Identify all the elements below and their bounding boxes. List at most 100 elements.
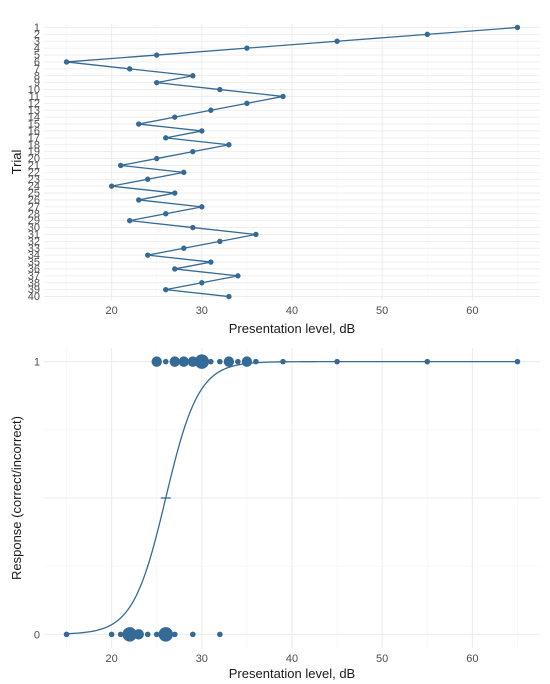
y-tick-label: 26 (28, 194, 40, 206)
response-point (169, 356, 180, 367)
trial-point (181, 169, 187, 176)
x-tick-label: 60 (466, 305, 478, 317)
response-by-level-panel: 01 20 30 40 50 60 Presentation level, dB Res… (9, 348, 540, 681)
x-tick-label: 50 (376, 305, 388, 317)
trial-point (514, 24, 521, 31)
response-point (108, 631, 115, 638)
trial-point (172, 114, 178, 120)
y-axis-title: Response (correct/incorrect) (9, 416, 24, 580)
x-tick-label: 20 (106, 305, 118, 317)
y-tick-label: 5 (34, 50, 40, 62)
response-point (190, 631, 196, 638)
trial-point (63, 59, 70, 65)
x-tick-label: 30 (196, 653, 208, 665)
y-tick-label: 19 (28, 146, 40, 158)
x-tick-label: 40 (286, 653, 298, 665)
trial-by-level-panel: 1234567891011121314151617181920212223242… (9, 22, 540, 336)
response-point (208, 358, 214, 365)
trial-point (190, 73, 196, 79)
y-tick-label: 20 (28, 153, 40, 165)
trial-point (172, 266, 178, 272)
y-tick-label: 15 (28, 119, 40, 131)
trial-point (172, 190, 178, 196)
y-tick-label: 28 (28, 208, 40, 220)
trial-point (217, 238, 223, 245)
y-tick-label: 36 (28, 263, 40, 275)
trial-point (163, 211, 169, 217)
response-point (217, 631, 223, 638)
trial-point (190, 224, 196, 231)
x-tick-labels: 20 30 40 50 60 (106, 653, 479, 665)
y-tick-label: 38 (28, 277, 40, 289)
staircase-line (65, 26, 518, 298)
y-tick-label: 16 (28, 125, 40, 137)
x-tick-label: 60 (466, 653, 478, 665)
trial-point (253, 231, 259, 238)
y-tick-label: 31 (28, 229, 40, 241)
x-tick-label: 20 (106, 653, 118, 665)
trial-point (190, 148, 196, 155)
y-tick-label: 21 (28, 160, 40, 172)
response-point (151, 356, 162, 367)
trial-point (126, 66, 133, 72)
response-point (334, 358, 340, 365)
response-point (253, 358, 259, 365)
trial-point (199, 128, 205, 134)
trial-point (208, 259, 214, 265)
trial-point (334, 38, 340, 44)
x-tick-label: 50 (376, 653, 388, 665)
y-tick-label: 7 (34, 63, 40, 75)
response-point (514, 358, 521, 365)
trial-point (163, 286, 169, 293)
y-tick-label: 6 (34, 56, 40, 68)
response-point (133, 629, 144, 640)
trial-point (154, 155, 160, 162)
y-tick-label: 1 (34, 22, 40, 34)
grid (44, 24, 540, 300)
y-tick-label: 25 (28, 188, 40, 200)
y-tick-label: 18 (28, 139, 40, 151)
response-point (223, 356, 235, 367)
y-tick-label: 2 (34, 29, 40, 41)
y-tick-labels: 01 (34, 357, 40, 642)
y-tick-label: 13 (28, 105, 40, 117)
trial-point (163, 135, 169, 141)
trial-point (424, 31, 430, 38)
trial-point (126, 217, 133, 224)
trial-point (154, 79, 160, 86)
trial-point (226, 142, 232, 148)
trial-point (217, 86, 223, 93)
y-tick-label: 32 (28, 236, 40, 248)
y-axis-title: Trial (9, 149, 24, 174)
response-point (144, 631, 151, 638)
y-tick-label: 30 (28, 222, 40, 234)
x-axis-title: Presentation level, dB (229, 666, 355, 681)
x-tick-labels: 20 30 40 50 60 (106, 305, 479, 317)
y-tick-label: 40 (28, 291, 40, 303)
y-tick-label: 8 (34, 70, 40, 82)
y-tick-labels: 1234567891011121314151617181920212223242… (28, 22, 40, 303)
y-tick-label: 35 (28, 257, 40, 269)
response-point (178, 356, 189, 367)
y-tick-label: 24 (28, 181, 40, 193)
trial-point (280, 93, 286, 100)
trial-series (63, 24, 521, 300)
y-tick-label: 3 (34, 36, 40, 48)
y-tick-label: 37 (28, 270, 40, 282)
y-tick-label: 1 (34, 357, 40, 369)
response-series (63, 354, 521, 642)
trial-point (208, 107, 214, 113)
response-point (217, 358, 223, 365)
trial-point (244, 100, 250, 107)
y-tick-label: 4 (34, 43, 40, 55)
response-point (235, 358, 241, 365)
response-point (162, 358, 169, 365)
trial-point (181, 245, 187, 251)
x-tick-label: 40 (286, 305, 298, 317)
response-point (117, 631, 124, 638)
response-point (158, 627, 173, 642)
trial-point (117, 162, 124, 169)
trial-point (145, 176, 151, 182)
y-tick-label: 11 (29, 91, 40, 103)
trial-point (108, 183, 115, 189)
